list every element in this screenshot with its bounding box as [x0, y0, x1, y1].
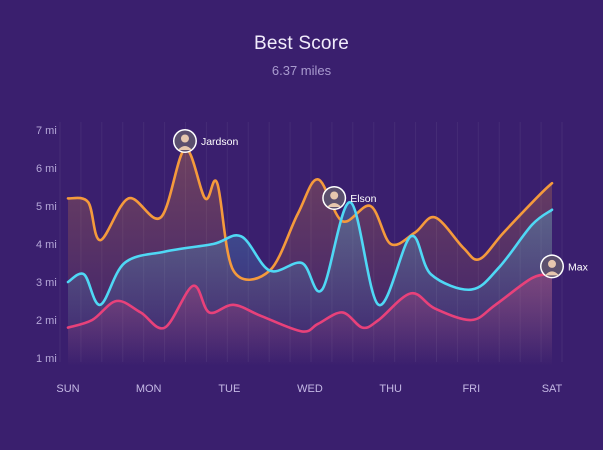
y-tick-label: 5 mi: [36, 201, 57, 213]
user-markers: Jardson Elson Max: [172, 129, 589, 279]
avatar-shoulders: [177, 146, 192, 150]
user-marker[interactable]: Max: [540, 254, 589, 279]
marker-label: Elson: [350, 193, 376, 205]
y-tick-label: 7 mi: [36, 125, 57, 137]
x-tick-label: TUE: [218, 383, 240, 395]
chart-title: Best Score: [254, 33, 349, 54]
series-lines: [66, 147, 554, 333]
area-fills: [68, 148, 552, 366]
series-line: [66, 273, 554, 333]
x-tick-label: MON: [136, 383, 162, 395]
marker-label: Max: [568, 261, 589, 273]
user-marker[interactable]: Jardson: [172, 129, 239, 153]
series-area: [68, 274, 552, 366]
avatar-face: [548, 259, 556, 268]
y-tick-label: 6 mi: [36, 163, 57, 175]
x-axis-ticks: SUN MON TUE WED THU FRI SAT: [56, 383, 562, 395]
y-tick-label: 2 mi: [36, 315, 57, 327]
chart-subtitle: 6.37 miles: [271, 63, 332, 78]
marker-label: Jardson: [201, 136, 239, 148]
y-tick-label: 3 mi: [36, 277, 57, 289]
avatar-face: [180, 134, 189, 143]
y-tick-label: 4 mi: [36, 239, 57, 251]
x-tick-label: WED: [297, 383, 323, 395]
series-line: [66, 200, 554, 307]
x-tick-label: SAT: [542, 383, 563, 395]
x-tick-label: SUN: [56, 383, 79, 395]
y-tick-label: 1 mi: [36, 353, 57, 365]
user-marker[interactable]: Elson: [322, 186, 377, 210]
x-tick-label: FRI: [462, 383, 480, 395]
y-axis-ticks: 1 mi 2 mi 3 mi 4 mi 5 mi 6 mi 7 mi: [36, 125, 57, 365]
series-line: [66, 147, 554, 281]
chart-header: Best Score 6.37 miles: [0, 0, 603, 78]
avatar-face: [330, 191, 339, 200]
avatar-shoulders: [327, 203, 342, 207]
avatar-shoulders: [545, 271, 559, 276]
x-tick-label: THU: [379, 383, 402, 395]
